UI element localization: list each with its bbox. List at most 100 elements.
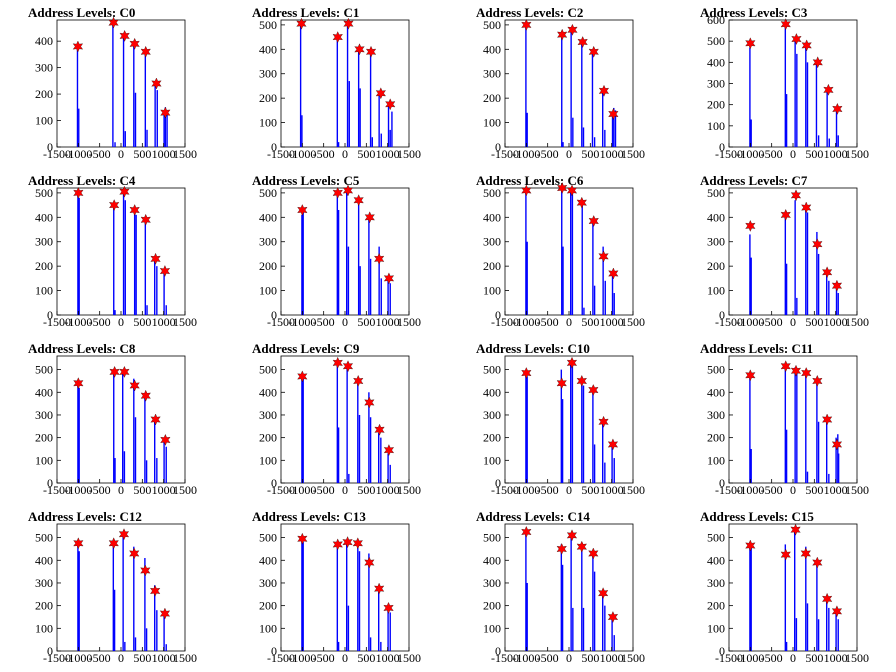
x-tick-label: -500: [313, 147, 335, 161]
x-tick-label: -1000: [736, 483, 764, 497]
x-tick-label: -1000: [288, 147, 316, 161]
y-tick-label: 300: [35, 576, 53, 590]
y-tick-label: 300: [483, 67, 501, 81]
level-marker: [745, 220, 756, 232]
y-tick-label: 100: [259, 621, 277, 635]
y-tick-label: 0: [719, 308, 725, 322]
level-marker: [598, 415, 609, 428]
x-tick-label: 1500: [621, 315, 645, 329]
y-tick-label: 400: [483, 553, 501, 567]
level-marker: [140, 564, 151, 577]
y-tick-label: 400: [35, 210, 53, 224]
level-marker: [566, 184, 578, 197]
level-marker: [150, 413, 161, 426]
x-tick-label: -500: [761, 315, 783, 329]
y-tick-label: 500: [707, 363, 725, 377]
level-marker: [140, 213, 151, 226]
level-marker: [831, 438, 843, 451]
y-tick-label: 300: [35, 235, 53, 249]
x-tick-label: -1000: [288, 651, 316, 665]
x-tick-label: -500: [537, 483, 559, 497]
x-tick-label: 1000: [824, 315, 848, 329]
level-marker: [566, 356, 578, 369]
y-tick-label: 200: [707, 98, 725, 112]
level-marker: [375, 87, 386, 100]
level-marker: [332, 31, 343, 43]
level-marker: [566, 529, 578, 542]
level-marker: [521, 367, 532, 379]
x-tick-label: -1500: [491, 483, 519, 497]
y-tick-label: 200: [35, 87, 53, 101]
y-tick-label: 100: [483, 284, 501, 298]
y-tick-label: 500: [707, 531, 725, 545]
y-tick-label: 500: [259, 363, 277, 377]
x-tick-label: 0: [118, 315, 124, 329]
y-tick-label: 200: [259, 259, 277, 273]
level-marker: [342, 360, 354, 373]
level-marker: [745, 37, 756, 50]
level-marker: [159, 265, 171, 277]
y-tick-label: 400: [707, 385, 725, 399]
x-tick-label: 1000: [600, 483, 624, 497]
chart-title: Address Levels: C10: [476, 341, 590, 356]
x-tick-label: 1000: [376, 315, 400, 329]
x-tick-label: 0: [566, 315, 572, 329]
x-tick-label: 0: [342, 315, 348, 329]
y-tick-label: 300: [483, 235, 501, 249]
level-marker: [822, 413, 833, 426]
y-tick-label: 300: [707, 408, 725, 422]
x-tick-label: 0: [118, 483, 124, 497]
y-tick-label: 500: [259, 186, 277, 200]
x-tick-label: 500: [357, 147, 375, 161]
x-tick-label: -1500: [267, 651, 295, 665]
level-marker: [576, 196, 587, 209]
x-tick-label: 1000: [376, 483, 400, 497]
level-marker: [608, 267, 619, 280]
y-tick-label: 0: [495, 140, 501, 154]
x-tick-label: -1000: [512, 651, 540, 665]
level-marker: [745, 539, 756, 552]
y-tick-label: 100: [259, 453, 277, 467]
x-tick-label: -500: [89, 483, 111, 497]
x-tick-label: -1500: [715, 315, 743, 329]
y-tick-label: 500: [35, 186, 53, 200]
x-tick-label: -1000: [288, 483, 316, 497]
chart-panel: Address Levels: C14 0 100 200 300 400 500 -1500…: [448, 504, 672, 672]
level-marker: [109, 199, 120, 211]
y-tick-label: 500: [35, 363, 53, 377]
y-tick-label: 400: [35, 34, 53, 48]
level-marker: [780, 209, 791, 221]
level-marker: [352, 537, 363, 550]
chart-title: Address Levels: C7: [700, 173, 808, 188]
y-tick-label: 500: [483, 18, 501, 32]
level-marker: [108, 16, 119, 29]
x-tick-label: 1000: [824, 651, 848, 665]
x-tick-label: 500: [805, 651, 823, 665]
y-tick-label: 500: [707, 186, 725, 200]
x-tick-label: 500: [805, 315, 823, 329]
y-tick-label: 400: [35, 385, 53, 399]
x-tick-label: -500: [537, 651, 559, 665]
level-marker: [72, 40, 84, 53]
level-marker: [353, 375, 364, 387]
x-tick-label: -1000: [512, 147, 540, 161]
y-tick-label: 400: [483, 385, 501, 399]
x-tick-label: 1500: [173, 315, 197, 329]
x-tick-label: 0: [118, 147, 124, 161]
y-tick-label: 200: [35, 431, 53, 445]
y-tick-label: 500: [259, 18, 277, 32]
y-tick-label: 0: [47, 644, 53, 658]
y-tick-label: 0: [495, 644, 501, 658]
y-tick-label: 300: [483, 576, 501, 590]
y-tick-label: 300: [35, 408, 53, 422]
level-marker: [140, 45, 151, 58]
x-tick-label: 0: [566, 147, 572, 161]
y-tick-label: 100: [259, 284, 277, 298]
x-tick-label: -1500: [43, 651, 71, 665]
level-marker: [801, 201, 812, 214]
